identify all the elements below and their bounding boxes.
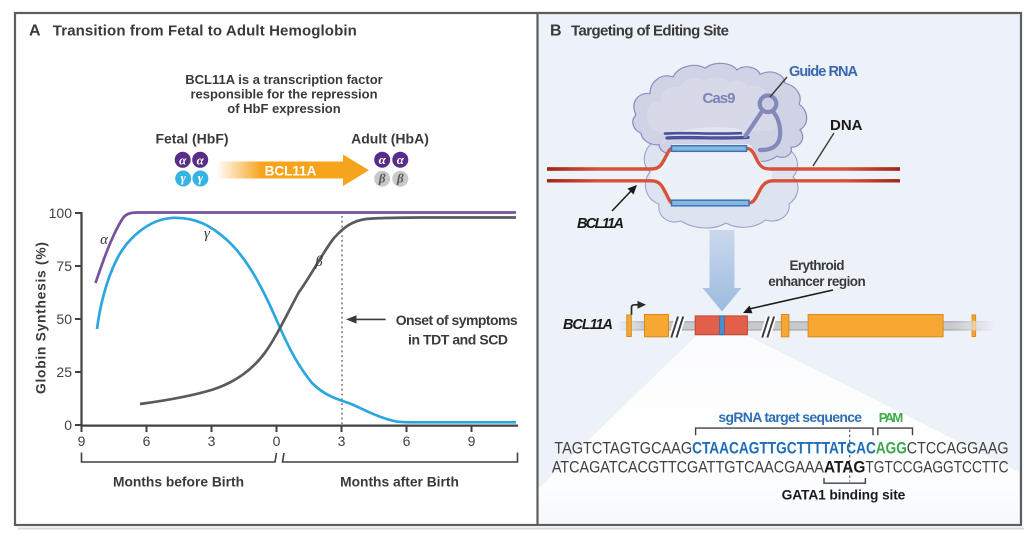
svg-text:γ: γ	[180, 170, 186, 185]
svg-text:Transition from Fetal to Adult: Transition from Fetal to Adult Hemoglobi…	[53, 23, 357, 40]
svg-text:BCL11A: BCL11A	[265, 164, 317, 179]
svg-text:0: 0	[64, 417, 72, 433]
svg-text:Globin Synthesis (%): Globin Synthesis (%)	[34, 242, 49, 394]
svg-text:in TDT and SCD: in TDT and SCD	[408, 332, 508, 348]
svg-text:BCL11A: BCL11A	[577, 216, 624, 232]
svg-text:6: 6	[143, 433, 151, 449]
svg-text:TGTCCGAGGTCCTTC: TGTCCGAGGTCCTTC	[865, 459, 1008, 477]
svg-text:6: 6	[403, 433, 411, 449]
svg-text:Targeting of Editing Site: Targeting of Editing Site	[571, 23, 729, 40]
svg-text:Guide RNA: Guide RNA	[789, 64, 859, 80]
svg-text:PAM: PAM	[879, 410, 904, 425]
svg-text:γ: γ	[198, 170, 204, 185]
svg-text:BCL11A is a transcription fact: BCL11A is a transcription factor	[185, 72, 382, 87]
svg-text:Months after Birth: Months after Birth	[340, 475, 459, 490]
svg-text:sgRNA target sequence: sgRNA target sequence	[718, 409, 862, 425]
svg-text:75: 75	[56, 258, 72, 274]
svg-text:α: α	[379, 152, 387, 167]
svg-text:9: 9	[468, 433, 476, 449]
svg-text:Erythroid: Erythroid	[790, 258, 845, 273]
svg-text:α: α	[397, 152, 405, 167]
svg-text:Onset of symptoms: Onset of symptoms	[396, 312, 518, 328]
svg-text:β: β	[396, 171, 404, 186]
svg-text:B: B	[550, 23, 562, 40]
svg-text:ATAG: ATAG	[824, 459, 865, 477]
svg-text:GATA1 binding site: GATA1 binding site	[782, 488, 906, 503]
svg-text:CTCCAGGAAG: CTCCAGGAAG	[907, 440, 1009, 458]
svg-text:Cas9: Cas9	[703, 90, 736, 107]
svg-text:TAGTCTAGTGCAAG: TAGTCTAGTGCAAG	[554, 440, 692, 458]
svg-text:AGG: AGG	[876, 440, 907, 458]
svg-text:0: 0	[273, 433, 281, 449]
svg-text:BCL11A: BCL11A	[563, 317, 613, 333]
svg-text:Adult (HbA): Adult (HbA)	[351, 131, 429, 147]
svg-text:9: 9	[78, 433, 86, 449]
svg-text:CTAACAGTTGCTTTTATCAC: CTAACAGTTGCTTTTATCAC	[692, 440, 876, 458]
svg-text:A: A	[29, 23, 41, 40]
svg-text:α: α	[197, 152, 205, 167]
svg-text:of HbF expression: of HbF expression	[227, 101, 340, 116]
svg-text:α: α	[179, 152, 187, 167]
svg-text:DNA: DNA	[830, 117, 863, 134]
svg-text:3: 3	[208, 433, 216, 449]
svg-text:Fetal (HbF): Fetal (HbF)	[155, 131, 228, 147]
svg-text:Months before Birth: Months before Birth	[113, 475, 244, 490]
svg-text:β: β	[314, 254, 323, 270]
svg-text:ATCAGATCACGTTCGATTGTCAACGAAA: ATCAGATCACGTTCGATTGTCAACGAAA	[552, 459, 824, 477]
svg-text:enhancer region: enhancer region	[768, 274, 866, 289]
svg-text:50: 50	[56, 311, 72, 327]
svg-text:β: β	[378, 171, 386, 186]
svg-text:α: α	[100, 232, 109, 248]
svg-text:3: 3	[338, 433, 346, 449]
svg-text:γ: γ	[204, 226, 211, 242]
svg-text:responsible for the repression: responsible for the repression	[190, 87, 377, 102]
svg-text:25: 25	[56, 364, 72, 380]
svg-text:100: 100	[49, 205, 73, 221]
